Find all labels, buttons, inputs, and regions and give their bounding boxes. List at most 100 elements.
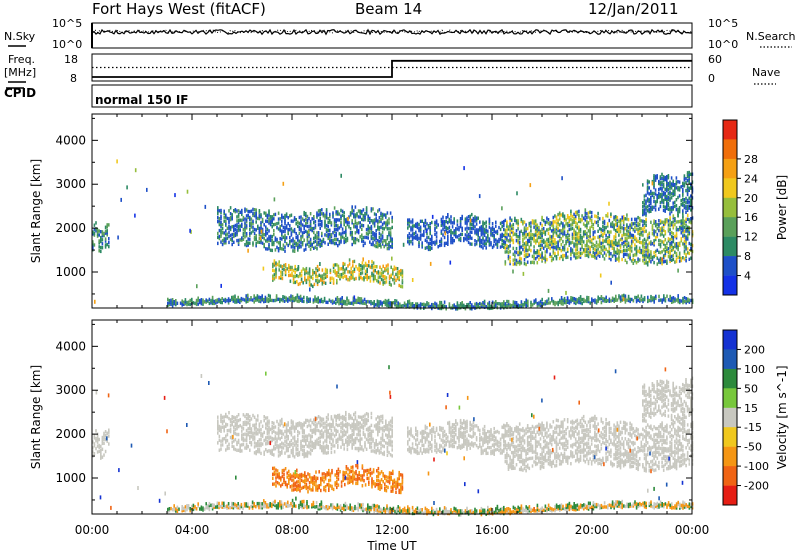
echo-cell xyxy=(255,451,257,456)
echo-cell xyxy=(574,236,577,240)
echo-cell xyxy=(229,435,232,440)
echo-cell xyxy=(520,245,523,249)
echo-cell xyxy=(373,243,376,248)
echo-cell xyxy=(466,226,468,230)
echo-cell xyxy=(245,234,248,238)
echo-cell xyxy=(348,436,350,440)
echo-cell xyxy=(661,176,663,180)
echo-cell xyxy=(565,299,567,303)
echo-cell xyxy=(271,248,273,253)
echo-cell xyxy=(638,216,641,221)
echo-cell xyxy=(329,228,331,232)
echo-cell xyxy=(353,209,355,213)
echo-cell xyxy=(337,270,340,274)
echo-cell xyxy=(321,221,323,226)
echo-cell xyxy=(248,298,251,302)
echo-cell xyxy=(354,205,357,209)
echo-cell xyxy=(670,176,673,180)
echo-cell xyxy=(300,279,303,283)
echo-cell xyxy=(555,217,558,221)
echo-cell xyxy=(552,231,555,235)
echo-cell xyxy=(357,415,360,419)
echo-cell xyxy=(361,417,363,421)
echo-cell xyxy=(184,298,187,302)
echo-cell xyxy=(467,232,470,237)
echo-cell xyxy=(364,263,367,268)
echo-cell xyxy=(383,300,385,304)
echo-cell xyxy=(93,436,96,440)
echo-cell xyxy=(308,232,310,237)
echo-cell xyxy=(659,204,662,209)
echo-cell xyxy=(237,213,240,217)
echo-cell xyxy=(480,229,483,233)
nsearch-label: N.Search xyxy=(746,30,796,43)
echo-cell xyxy=(202,300,204,304)
echo-cell xyxy=(642,249,644,253)
echo-cell xyxy=(624,248,627,253)
echo-cell xyxy=(327,232,329,237)
echo-cell xyxy=(298,299,300,304)
echo-cell xyxy=(291,265,293,270)
echo-cell xyxy=(316,241,318,245)
echo-cell xyxy=(260,238,262,243)
echo-cell xyxy=(449,260,452,265)
echo-cell xyxy=(618,243,620,247)
echo-cell xyxy=(314,295,316,299)
echo-cell xyxy=(345,226,347,230)
echo-cell xyxy=(101,230,104,234)
echo-cell xyxy=(386,301,388,306)
echo-cell xyxy=(610,214,612,218)
echo-cell xyxy=(574,224,577,228)
echo-cell xyxy=(661,298,663,302)
echo-cell xyxy=(349,424,352,428)
echo-cell xyxy=(239,224,241,228)
echo-cell xyxy=(292,450,294,454)
echo-cell xyxy=(637,239,639,243)
echo-cell xyxy=(223,231,225,235)
echo-cell xyxy=(541,231,543,235)
echo-cell xyxy=(541,255,543,259)
echo-cell xyxy=(279,299,281,304)
echo-cell xyxy=(674,204,676,209)
echo-cell xyxy=(533,233,535,237)
echo-cell xyxy=(651,241,654,246)
echo-cell xyxy=(305,434,307,438)
echo-cell xyxy=(175,300,177,305)
echo-cell xyxy=(565,222,567,226)
echo-cell xyxy=(515,219,518,223)
echo-cell xyxy=(434,232,436,236)
echo-cell xyxy=(544,232,547,236)
echo-cell xyxy=(461,305,463,309)
echo-cell xyxy=(316,280,319,285)
echo-cell xyxy=(688,298,691,302)
echo-cell xyxy=(555,233,558,237)
echo-cell xyxy=(547,288,550,293)
echo-cell xyxy=(253,441,256,445)
echo-cell xyxy=(629,297,631,302)
echo-cell xyxy=(348,276,351,280)
echo-cell xyxy=(683,219,686,224)
echo-cell xyxy=(437,223,439,227)
echo-cell xyxy=(234,422,237,426)
echo-cell xyxy=(563,254,566,258)
echo-cell xyxy=(397,303,399,307)
echo-cell xyxy=(244,422,246,426)
echo-cell xyxy=(303,421,305,425)
echo-cell xyxy=(674,217,676,221)
echo-cell xyxy=(349,211,352,215)
echo-cell xyxy=(370,224,373,229)
echo-cell xyxy=(685,301,687,305)
echo-cell xyxy=(237,220,240,225)
echo-cell xyxy=(645,211,647,215)
echo-cell xyxy=(493,227,495,232)
echo-cell xyxy=(96,440,99,444)
echo-cell xyxy=(265,442,267,446)
echo-cell xyxy=(220,439,222,443)
echo-cell xyxy=(325,433,328,437)
echo-cell xyxy=(653,298,655,302)
echo-cell xyxy=(228,217,230,221)
echo-cell xyxy=(370,234,373,239)
echo-cell xyxy=(552,239,555,243)
echo-cell xyxy=(225,219,227,223)
echo-cell xyxy=(491,225,494,230)
